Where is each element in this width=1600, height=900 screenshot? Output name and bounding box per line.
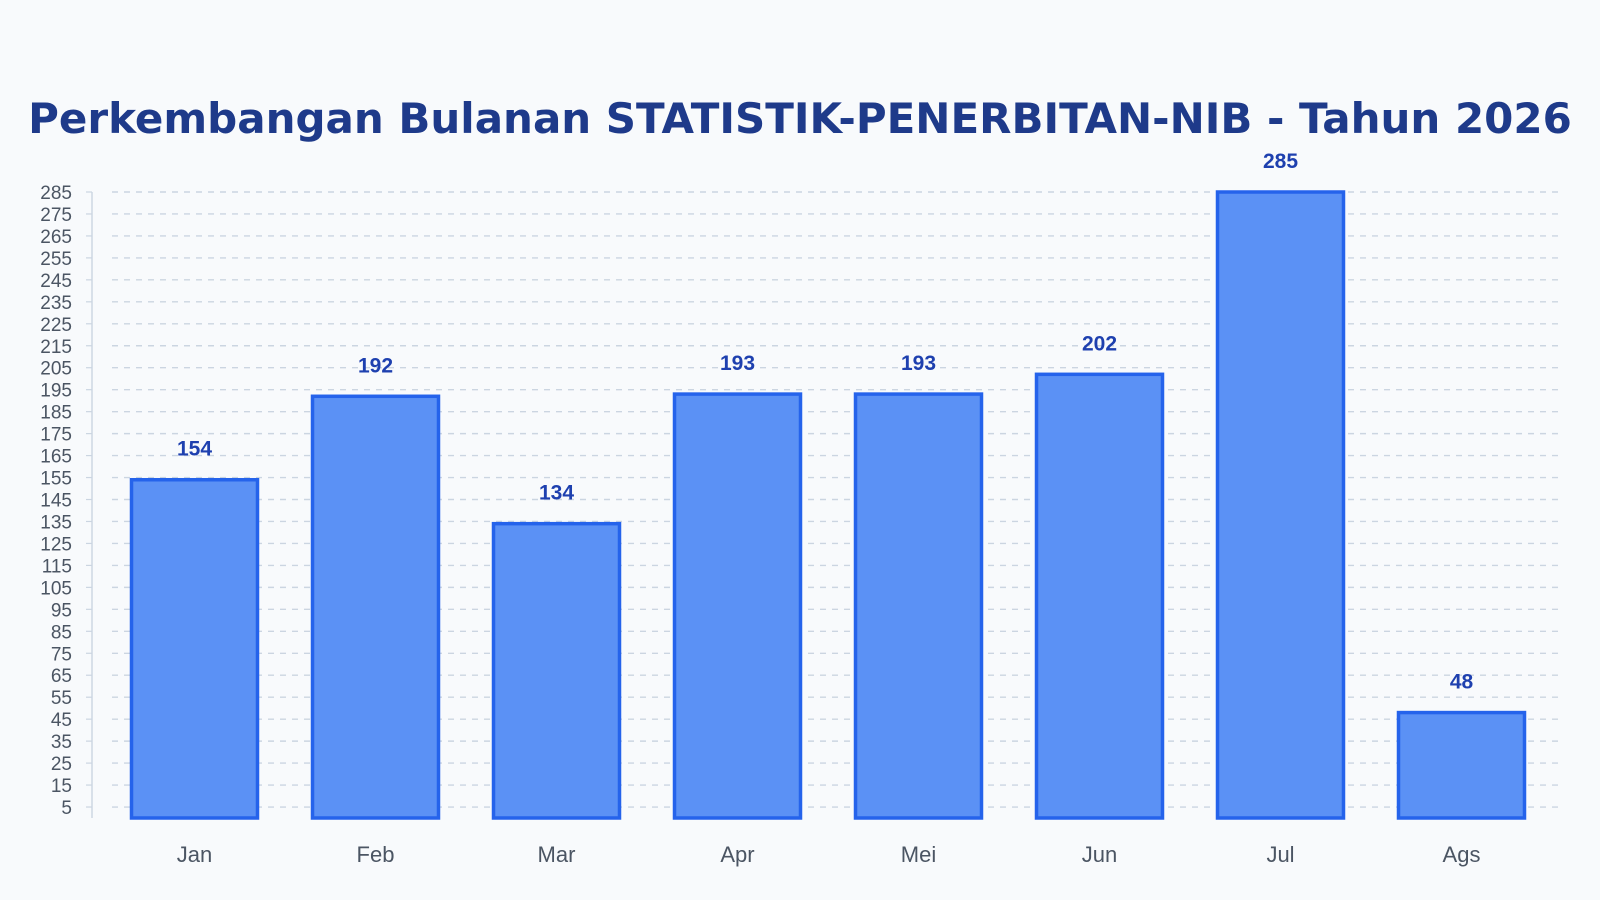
y-tick-label: 195 <box>40 381 72 402</box>
data-label-mar: 134 <box>539 482 574 505</box>
y-tick-label: 155 <box>40 469 72 490</box>
y-tick-label: 15 <box>51 776 72 797</box>
y-tick-label: 35 <box>51 732 72 753</box>
y-tick-label: 275 <box>40 205 72 226</box>
y-tick-label: 255 <box>40 249 72 270</box>
bars <box>129 190 1527 820</box>
y-tick-label: 265 <box>40 227 72 248</box>
x-tick-label-feb: Feb <box>357 842 395 867</box>
y-tick-label: 75 <box>51 644 72 665</box>
bar-apr[interactable] <box>672 392 803 820</box>
x-tick-label-ags: Ags <box>1443 842 1481 867</box>
x-tick-label-jun: Jun <box>1082 842 1117 867</box>
x-axis-labels: Jan Feb Mar Apr Mei Jun Jul Ags <box>177 842 1481 867</box>
x-tick-label-mei: Mei <box>901 842 936 867</box>
y-tick-label: 85 <box>51 622 72 643</box>
y-tick-label: 145 <box>40 491 72 512</box>
data-label-jul: 285 <box>1263 150 1298 173</box>
bar-mar[interactable] <box>491 521 622 820</box>
x-tick-label-apr: Apr <box>720 842 754 867</box>
y-tick-label: 105 <box>40 578 72 599</box>
y-tick-label: 5 <box>61 798 72 819</box>
data-label-mei: 193 <box>901 352 936 375</box>
y-tick-label: 125 <box>40 534 72 555</box>
y-tick-label: 65 <box>51 666 72 687</box>
data-label-jun: 202 <box>1082 332 1117 355</box>
bar-jul[interactable] <box>1215 190 1346 820</box>
x-tick-label-jul: Jul <box>1266 842 1294 867</box>
data-labels: 154 192 134 193 193 202 285 48 <box>177 150 1474 694</box>
y-tick-label: 235 <box>40 293 72 314</box>
y-tick-label: 205 <box>40 359 72 380</box>
y-tick-label: 225 <box>40 315 72 336</box>
y-tick-label: 185 <box>40 403 72 424</box>
y-tick-label: 165 <box>40 447 72 468</box>
bar-mei[interactable] <box>853 392 984 820</box>
bar-jun[interactable] <box>1034 372 1165 820</box>
y-tick-label: 135 <box>40 512 72 533</box>
y-tick-label: 45 <box>51 710 72 731</box>
y-tick-label: 25 <box>51 754 72 775</box>
data-label-feb: 192 <box>358 354 393 377</box>
bar-ags[interactable] <box>1396 710 1527 820</box>
y-tick-label: 285 <box>40 183 72 204</box>
y-tick-label: 175 <box>40 425 72 446</box>
y-axis: 5152535455565758595105115125135145155165… <box>40 183 93 819</box>
data-label-jan: 154 <box>177 438 212 461</box>
bar-jan[interactable] <box>129 477 260 820</box>
x-tick-label-jan: Jan <box>177 842 212 867</box>
chart-title: Perkembangan Bulanan STATISTIK-PENERBITA… <box>28 94 1572 143</box>
bar-feb[interactable] <box>310 394 441 820</box>
data-label-apr: 193 <box>720 352 755 375</box>
y-tick-label: 95 <box>51 600 72 621</box>
y-tick-label: 245 <box>40 271 72 292</box>
x-tick-label-mar: Mar <box>538 842 576 867</box>
y-tick-label: 115 <box>42 556 72 577</box>
y-tick-label: 215 <box>40 337 72 358</box>
data-label-ags: 48 <box>1450 671 1474 694</box>
y-tick-label: 55 <box>51 688 72 709</box>
